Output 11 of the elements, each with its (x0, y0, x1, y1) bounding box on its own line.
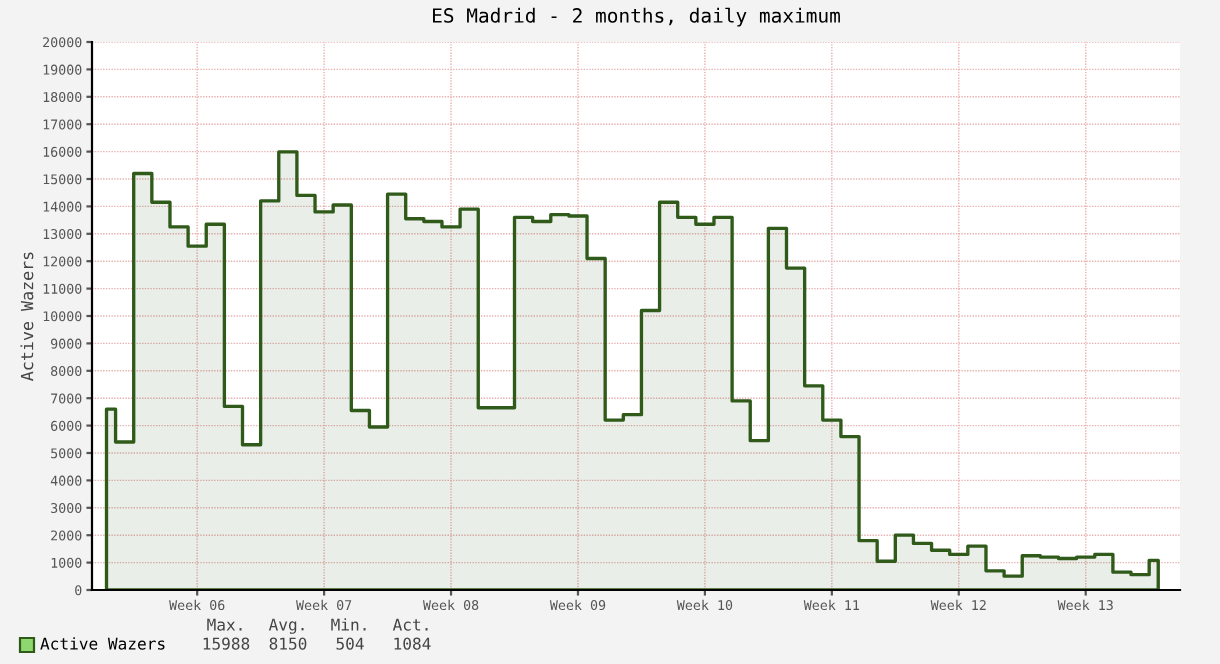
text: Max. (207, 618, 242, 631)
text: Act. (392, 618, 428, 631)
text: Min. (331, 618, 366, 631)
text: 15988 (203, 637, 250, 650)
chart-title: ES Madrid - 2 months, daily maximum (433, 7, 840, 27)
text: Avg. (268, 618, 304, 634)
text: 504 (336, 637, 364, 650)
text: 1084 (394, 637, 431, 650)
text: 8150 (269, 637, 307, 650)
y-axis-title: Active Wazers (20, 252, 34, 381)
text: Active Wazers (40, 637, 165, 650)
